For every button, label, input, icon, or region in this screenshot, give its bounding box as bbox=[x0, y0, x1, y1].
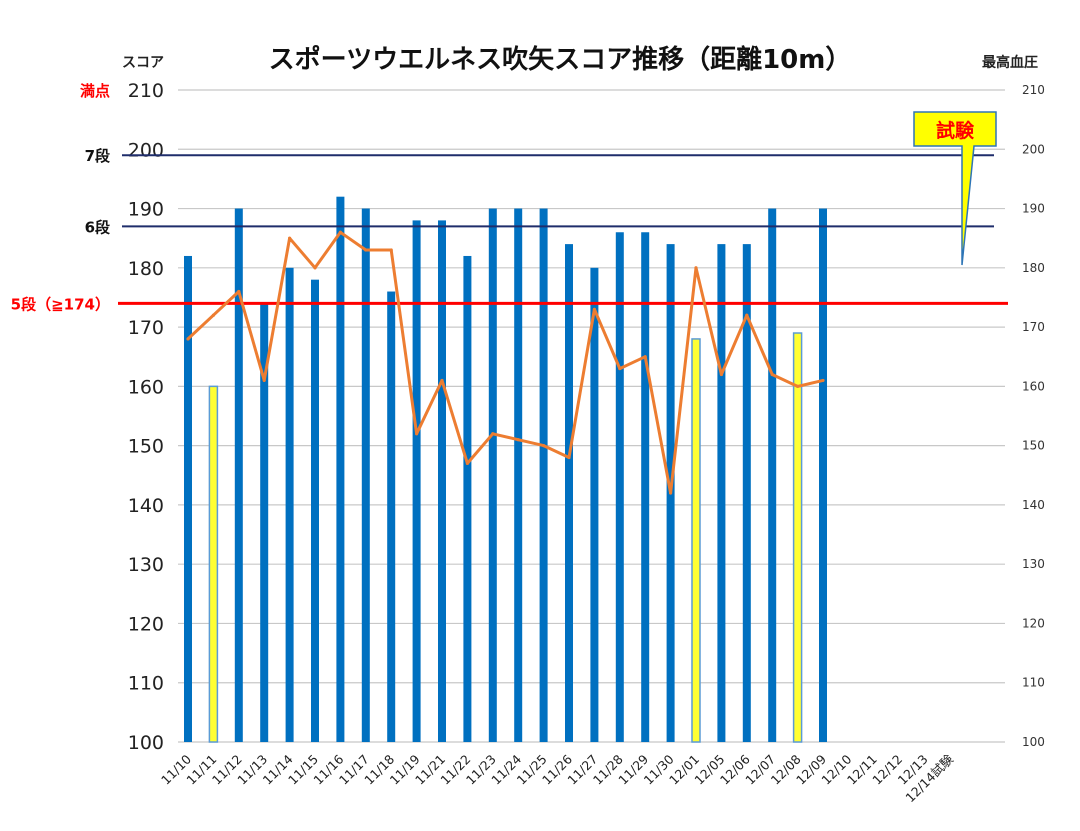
y-tick-left: 130 bbox=[128, 554, 164, 576]
bar-highlight bbox=[792, 332, 803, 743]
bar bbox=[311, 279, 319, 742]
y-tick-right: 110 bbox=[1022, 676, 1045, 690]
line-point bbox=[364, 248, 368, 252]
bar bbox=[361, 208, 370, 742]
y-tick-right: 200 bbox=[1022, 142, 1045, 156]
line-point bbox=[796, 384, 800, 388]
y-tick-left: 170 bbox=[128, 317, 164, 339]
bar bbox=[463, 255, 472, 743]
y-tick-left: 150 bbox=[128, 436, 164, 458]
line-point bbox=[262, 378, 266, 383]
y-tick-right: 180 bbox=[1022, 261, 1045, 275]
bar bbox=[285, 267, 294, 742]
y-axis-left-ticks: 100 110 120 130 140 150 160 170 180 190 200 210 bbox=[128, 80, 164, 754]
bar bbox=[412, 220, 421, 742]
y-tick-right: 160 bbox=[1022, 379, 1045, 393]
line-point bbox=[211, 313, 215, 317]
y-axis-right-ticks: 100 110 120 130 140 150 160 170 180 190 200 210 bbox=[1022, 83, 1045, 749]
bar bbox=[565, 244, 573, 743]
line-point bbox=[542, 444, 546, 448]
line-point bbox=[338, 230, 342, 234]
y-tick-right: 150 bbox=[1022, 439, 1045, 453]
bar bbox=[615, 232, 624, 742]
y-tick-left: 140 bbox=[128, 495, 164, 517]
bar bbox=[742, 244, 751, 743]
y-tick-right: 140 bbox=[1022, 498, 1045, 512]
line-point bbox=[516, 438, 520, 442]
y-tick-right: 130 bbox=[1022, 557, 1045, 571]
bar bbox=[488, 208, 497, 742]
bar bbox=[539, 208, 548, 742]
line-point bbox=[313, 266, 317, 270]
line-point bbox=[288, 236, 292, 240]
line-point bbox=[745, 313, 749, 317]
reference-label: 6段 bbox=[85, 218, 110, 236]
y-tick-left: 110 bbox=[128, 673, 164, 695]
y-tick-right: 190 bbox=[1022, 202, 1045, 216]
line-point bbox=[719, 372, 724, 377]
y-axis-left-title: スコア bbox=[122, 55, 164, 71]
bar bbox=[260, 303, 269, 742]
callout-label: 試験 bbox=[936, 119, 975, 142]
y-tick-left: 120 bbox=[128, 613, 164, 635]
bar bbox=[641, 232, 650, 742]
bar bbox=[184, 255, 192, 743]
reference-label: 満点 bbox=[80, 82, 110, 100]
line-point bbox=[567, 455, 571, 460]
bar bbox=[336, 196, 345, 742]
y-tick-right: 100 bbox=[1022, 735, 1045, 749]
line-point bbox=[643, 355, 647, 359]
y-tick-right: 210 bbox=[1022, 83, 1045, 97]
y-tick-left: 100 bbox=[128, 732, 164, 754]
reference-label: 7段 bbox=[85, 147, 110, 165]
bar bbox=[387, 291, 396, 742]
bar bbox=[768, 208, 777, 742]
bar bbox=[514, 208, 523, 742]
chart-title: スポーツウエルネス吹矢スコア推移（距離10m） bbox=[269, 44, 852, 75]
y-tick-left: 180 bbox=[128, 258, 164, 280]
line-point bbox=[237, 289, 241, 294]
line-point bbox=[440, 378, 444, 383]
line-point bbox=[491, 432, 495, 436]
callout-shape bbox=[913, 111, 997, 266]
y-tick-left: 200 bbox=[128, 139, 164, 161]
line-point bbox=[186, 337, 190, 341]
line-series bbox=[186, 230, 825, 495]
y-axis-right-title: 最高血圧 bbox=[982, 54, 1038, 71]
line-point bbox=[821, 378, 825, 383]
bar-highlight bbox=[691, 338, 701, 743]
y-tick-left: 160 bbox=[128, 376, 164, 398]
line-point bbox=[669, 491, 673, 495]
line-point bbox=[415, 432, 419, 436]
callout: 試験 bbox=[913, 111, 997, 266]
line-point bbox=[465, 461, 469, 466]
x-axis-ticks: 11/1011/1111/1211/1311/1411/1511/1611/17… bbox=[158, 751, 956, 805]
bar bbox=[438, 220, 446, 742]
line-point bbox=[694, 266, 698, 270]
reference-lines: 満点 7段 6段 5段（≧174） bbox=[11, 82, 1008, 313]
bar bbox=[234, 208, 243, 742]
bar bbox=[819, 208, 827, 742]
line-point bbox=[618, 366, 622, 371]
y-tick-right: 120 bbox=[1022, 616, 1045, 630]
line-point bbox=[592, 307, 597, 311]
y-tick-right: 170 bbox=[1022, 320, 1045, 334]
line-path bbox=[186, 230, 824, 495]
bar-series bbox=[184, 196, 827, 743]
line-point bbox=[770, 372, 774, 377]
bar-highlight bbox=[208, 385, 219, 743]
y-tick-left: 190 bbox=[128, 199, 164, 221]
bar bbox=[590, 267, 599, 742]
y-tick-left: 210 bbox=[128, 80, 164, 102]
reference-label: 5段（≧174） bbox=[11, 295, 110, 313]
line-point bbox=[389, 248, 393, 252]
bar bbox=[717, 244, 726, 743]
